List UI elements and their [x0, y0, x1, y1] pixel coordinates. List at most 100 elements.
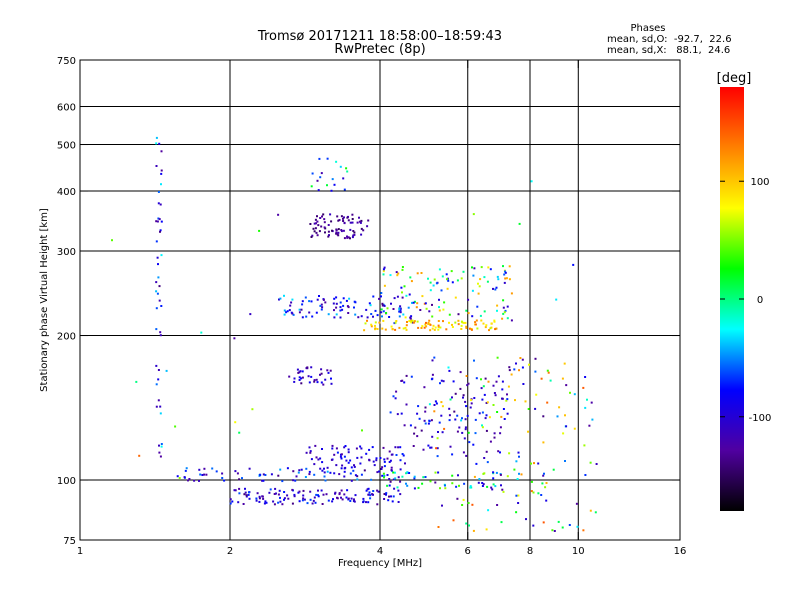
data-point	[466, 414, 469, 417]
data-point	[537, 462, 540, 465]
data-point	[439, 382, 441, 385]
data-point	[311, 502, 314, 505]
data-point	[419, 309, 422, 311]
data-point	[515, 362, 517, 365]
data-point	[321, 503, 324, 505]
data-point	[433, 404, 436, 406]
data-point	[155, 281, 158, 284]
data-point	[258, 229, 261, 232]
data-point	[319, 457, 322, 460]
data-point	[464, 426, 467, 429]
data-point	[356, 478, 359, 481]
data-point	[321, 461, 324, 464]
data-point	[160, 254, 163, 257]
data-point	[420, 327, 423, 329]
data-point	[270, 473, 273, 476]
data-point	[347, 451, 350, 454]
data-point	[193, 479, 196, 482]
data-point	[320, 225, 323, 228]
data-point	[506, 317, 509, 320]
data-point	[288, 309, 291, 312]
data-point	[342, 229, 345, 232]
data-point	[424, 302, 427, 305]
data-point	[353, 465, 356, 468]
data-point	[583, 444, 586, 447]
data-point	[329, 471, 332, 474]
data-point	[297, 371, 300, 374]
data-point	[397, 272, 400, 275]
data-point	[551, 529, 554, 532]
data-point	[201, 474, 204, 476]
data-point	[258, 495, 261, 498]
data-point	[380, 308, 383, 311]
data-point	[465, 325, 468, 328]
data-point	[552, 468, 555, 471]
data-point	[360, 447, 363, 450]
data-point	[381, 302, 384, 305]
data-point	[205, 473, 208, 476]
data-point	[350, 466, 353, 469]
data-point	[456, 430, 459, 433]
data-point	[437, 320, 440, 322]
data-point	[306, 366, 309, 369]
data-point	[371, 493, 374, 496]
data-point	[465, 375, 468, 377]
data-point	[545, 482, 548, 484]
data-point	[467, 502, 470, 504]
data-point	[545, 499, 548, 502]
data-point	[393, 487, 396, 490]
data-point	[530, 490, 533, 493]
data-point	[488, 416, 491, 419]
data-point	[421, 325, 424, 328]
data-point	[322, 213, 325, 216]
data-point	[418, 417, 421, 420]
data-point	[441, 405, 444, 408]
data-point	[305, 451, 308, 454]
data-point	[353, 498, 355, 501]
data-point	[333, 297, 336, 300]
data-point	[319, 467, 322, 470]
data-point	[278, 298, 280, 301]
data-point	[591, 418, 594, 421]
data-point	[395, 390, 398, 393]
data-point	[416, 412, 419, 415]
data-point	[292, 313, 295, 316]
data-point	[335, 313, 338, 316]
data-point	[358, 220, 361, 223]
data-point	[496, 411, 499, 413]
data-point	[469, 486, 472, 489]
data-point	[380, 468, 383, 470]
data-point	[410, 280, 413, 283]
data-point	[158, 299, 161, 302]
data-point	[427, 444, 430, 447]
data-point	[335, 160, 338, 163]
data-point	[493, 432, 496, 435]
data-point	[310, 300, 313, 303]
data-point	[434, 471, 437, 474]
data-point	[428, 403, 431, 406]
data-point	[467, 298, 470, 301]
data-point	[470, 402, 473, 405]
data-point	[159, 203, 162, 206]
data-point	[365, 452, 368, 455]
data-point	[337, 228, 340, 231]
data-point	[156, 220, 159, 223]
data-point	[345, 496, 348, 499]
data-point	[543, 472, 545, 475]
data-point	[502, 299, 505, 302]
data-point	[241, 477, 243, 480]
data-point	[347, 497, 350, 500]
data-point	[339, 301, 342, 304]
data-point	[353, 306, 355, 309]
data-point	[564, 460, 566, 462]
data-point	[483, 310, 486, 313]
data-point	[411, 319, 414, 322]
data-point	[330, 220, 333, 223]
data-point	[386, 474, 389, 476]
data-point	[353, 300, 356, 303]
data-point	[321, 306, 324, 309]
data-point	[159, 412, 162, 415]
data-point	[397, 476, 400, 479]
data-point	[340, 457, 343, 460]
data-point	[157, 191, 160, 193]
